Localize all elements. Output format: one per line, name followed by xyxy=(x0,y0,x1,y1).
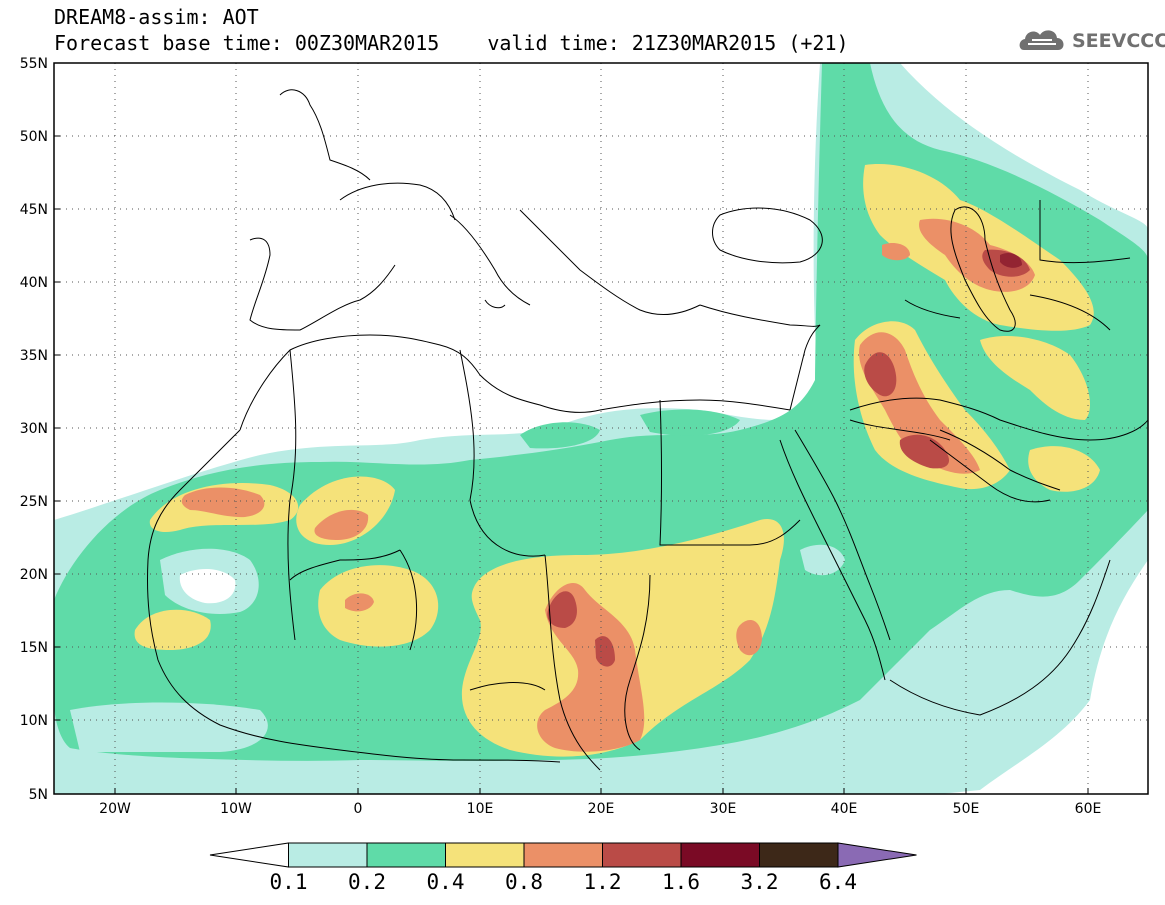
forecast-times: Forecast base time: 00Z30MAR2015 valid ti… xyxy=(54,32,849,54)
lat-label: 20N xyxy=(20,567,48,583)
lat-label: 5N xyxy=(29,787,48,803)
colorbar-label: 6.4 xyxy=(819,870,857,894)
aot-clean-area xyxy=(179,568,236,604)
lat-label: 40N xyxy=(20,275,48,291)
lon-label: 40E xyxy=(831,801,858,817)
lat-labels: 55N 50N 45N 40N 35N 30N 25N 20N 15N 10N … xyxy=(20,56,48,803)
lat-label: 35N xyxy=(20,348,48,364)
map-grid xyxy=(54,63,1148,794)
colorbar-label: 1.2 xyxy=(583,870,622,894)
lat-label: 50N xyxy=(20,129,48,145)
lon-labels: 20W 10W 0 10E 20E 30E 40E 50E 60E xyxy=(99,801,1101,817)
lat-label: 45N xyxy=(20,202,48,218)
lat-label: 30N xyxy=(20,421,48,437)
axis-ticks xyxy=(54,62,1089,795)
base-time: Forecast base time: 00Z30MAR2015 xyxy=(54,31,440,55)
lon-label: 50E xyxy=(953,801,980,817)
colorbar-left-arrow xyxy=(209,842,289,868)
colorbar-label: 3.2 xyxy=(740,870,779,894)
lat-label: 55N xyxy=(20,56,48,72)
aot-level-1-2 xyxy=(547,249,1030,667)
colorbar-label: 0.8 xyxy=(505,870,543,894)
aot-level-1-6 xyxy=(1000,253,1022,268)
colorbar-right-arrow xyxy=(837,842,917,868)
lon-label: 0 xyxy=(354,801,363,817)
lon-label: 10E xyxy=(467,801,494,817)
colorbar-segment xyxy=(759,842,839,868)
colorbar-segment xyxy=(445,842,525,868)
lon-label: 10W xyxy=(220,801,252,817)
lat-label: 25N xyxy=(20,494,48,510)
map-title: DREAM8-assim: AOT xyxy=(54,5,259,29)
lon-label: 30E xyxy=(710,801,737,817)
lon-label: 20E xyxy=(588,801,615,817)
lat-label: 15N xyxy=(20,640,48,656)
cloud-logo-icon xyxy=(1019,30,1064,50)
coastlines xyxy=(146,89,1148,771)
valid-time: valid time: 21Z30MAR2015 (+21) xyxy=(487,31,849,55)
colorbar-segment xyxy=(366,842,446,868)
aot-contours xyxy=(54,63,1148,794)
lat-label: 10N xyxy=(20,713,48,729)
colorbar-label: 0.4 xyxy=(426,870,465,894)
colorbar xyxy=(209,842,917,868)
colorbar-label: 0.2 xyxy=(348,870,386,894)
lon-label: 20W xyxy=(99,801,131,817)
colorbar-segment xyxy=(680,842,760,868)
colorbar-segment xyxy=(523,842,603,868)
lon-label: 60E xyxy=(1075,801,1102,817)
colorbar-label: 0.1 xyxy=(269,870,308,894)
logo-text: SEEVCCC xyxy=(1072,30,1165,52)
colorbar-label: 1.6 xyxy=(662,870,700,894)
colorbar-segment xyxy=(602,842,682,868)
seevccc-logo: SEEVCCC xyxy=(1016,22,1165,58)
colorbar-segment xyxy=(288,842,368,868)
